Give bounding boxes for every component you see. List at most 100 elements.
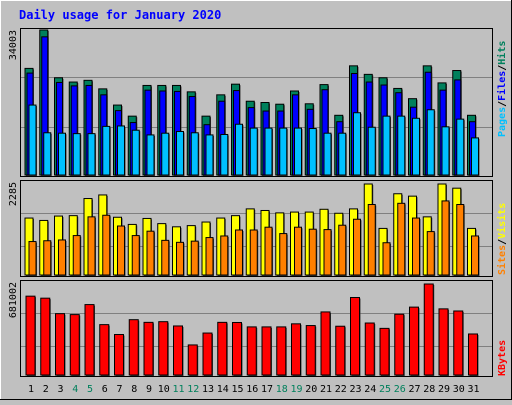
- legend-sep-1: /: [497, 101, 508, 107]
- sites-bar: [87, 216, 96, 276]
- sites-bar: [28, 241, 37, 276]
- sites-bar: [72, 235, 81, 276]
- pages-bar: [308, 128, 317, 176]
- pages-bar: [264, 127, 273, 176]
- visits-ymax-label: 2285: [8, 182, 19, 206]
- kbytes-bar: [187, 344, 198, 376]
- kbytes-bar: [409, 306, 419, 376]
- x-tick-label: 23: [349, 384, 361, 395]
- legend-files: Files: [496, 71, 508, 101]
- visits-legend: Sites/Visits: [496, 203, 508, 275]
- pages-bar: [161, 132, 170, 176]
- sites-bar: [367, 204, 376, 276]
- kbytes-bar: [291, 323, 301, 376]
- x-tick-label: 10: [158, 384, 170, 395]
- panel-kbytes-bars: [25, 283, 479, 376]
- x-tick-label: 1: [28, 384, 34, 395]
- kbytes-bar: [25, 295, 36, 376]
- pages-bar: [441, 126, 450, 176]
- pages-bar: [220, 133, 229, 176]
- sites-bar: [190, 240, 199, 276]
- pages-bar: [279, 127, 288, 176]
- kbytes-bar: [84, 304, 95, 376]
- x-tick-label: 16: [246, 384, 258, 395]
- pages-bar: [412, 117, 420, 176]
- pages-bar: [471, 137, 479, 176]
- pages-bar: [117, 125, 125, 176]
- x-tick-label: 18: [276, 384, 288, 395]
- sites-bar: [220, 235, 229, 276]
- legend-sep-3: /: [497, 239, 508, 245]
- x-tick-label: 5: [87, 384, 93, 395]
- x-tick-label: 3: [57, 384, 63, 395]
- kbytes-bar: [202, 332, 213, 376]
- pages-bar: [146, 134, 155, 176]
- sites-bar: [249, 229, 258, 276]
- hits-legend: Pages/Files/Hits: [496, 41, 508, 137]
- pages-bar: [205, 134, 214, 176]
- pages-bar: [382, 115, 391, 176]
- sites-bar: [58, 239, 66, 276]
- pages-bar: [131, 129, 140, 176]
- pages-bar: [87, 133, 96, 176]
- hits-ymax-label: 34003: [8, 30, 19, 60]
- sites-bar: [161, 239, 170, 276]
- pages-bar: [294, 127, 302, 176]
- sites-bar: [176, 241, 184, 276]
- kbytes-bar: [276, 326, 287, 376]
- x-tick-label: 13: [202, 384, 214, 395]
- kbytes-bar: [40, 297, 51, 376]
- kbytes-bar: [173, 325, 183, 376]
- kbytes-bar: [69, 314, 80, 376]
- sites-bar: [382, 242, 391, 276]
- x-tick-label: 25: [379, 384, 391, 395]
- sites-bar: [279, 233, 288, 276]
- pages-bar: [249, 127, 258, 176]
- pages-bar: [353, 112, 361, 176]
- pages-bar: [456, 118, 465, 176]
- pages-bar: [323, 132, 332, 176]
- kbytes-bar: [158, 321, 169, 376]
- sites-bar: [117, 225, 125, 276]
- legend-visits: Visits: [496, 203, 508, 239]
- sites-bar: [235, 229, 243, 276]
- kbytes-ymax-label: 681002: [8, 282, 19, 318]
- sites-bar: [294, 226, 302, 276]
- legend-sites: Sites: [496, 245, 508, 275]
- x-tick-label: 21: [320, 384, 332, 395]
- sites-bar: [412, 217, 420, 276]
- x-tick-label: 17: [261, 384, 273, 395]
- x-tick-label: 30: [453, 384, 465, 395]
- pages-bar: [176, 131, 184, 176]
- x-tick-label: 20: [305, 384, 317, 395]
- kbytes-bar: [114, 334, 124, 376]
- pages-bar: [367, 126, 376, 176]
- sites-bar: [205, 237, 214, 276]
- kbytes-bar: [217, 321, 228, 376]
- sites-bar: [146, 230, 155, 276]
- pages-bar: [28, 104, 37, 176]
- panel-hits-bars: [24, 29, 480, 176]
- kbytes-bar: [453, 310, 464, 376]
- pages-bar: [43, 132, 52, 176]
- x-tick-label: 28: [423, 384, 435, 395]
- sites-bar: [397, 202, 406, 276]
- pages-bar: [72, 133, 81, 176]
- legend-pages: Pages: [497, 107, 508, 137]
- kbytes-bar: [468, 333, 478, 376]
- x-tick-label: 19: [290, 384, 302, 395]
- pages-bar: [426, 109, 435, 176]
- pages-bar: [102, 125, 111, 176]
- kbytes-bar: [394, 313, 405, 376]
- x-tick-label: 4: [72, 384, 78, 395]
- x-tick-label: 9: [146, 384, 152, 395]
- kbytes-bar: [128, 319, 139, 376]
- sites-bar: [43, 240, 52, 276]
- sites-bar: [353, 218, 361, 276]
- sites-bar: [102, 214, 111, 276]
- kbytes-bar: [438, 308, 449, 376]
- x-axis-day-labels: 1 2 3 4 5 6 7 8 9 10 11 12 13 14 15 16 17 18 19 20 21 22 23 24 2…: [28, 384, 480, 395]
- kbytes-bar: [143, 321, 154, 376]
- x-tick-label: 7: [116, 384, 122, 395]
